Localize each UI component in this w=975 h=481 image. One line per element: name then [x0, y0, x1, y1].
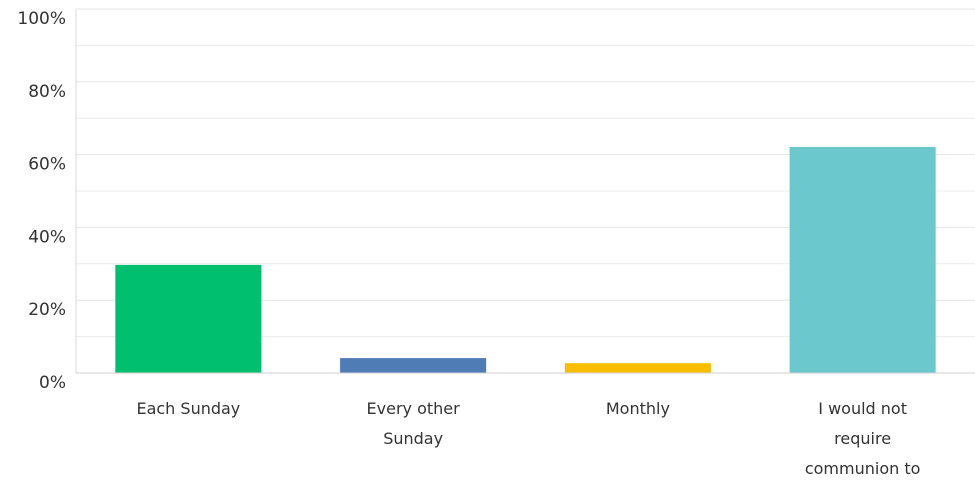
- y-tick-label: 0%: [39, 373, 66, 393]
- x-tick-label: Every other Sunday: [367, 399, 461, 448]
- bar: [340, 358, 487, 373]
- bar: [115, 264, 262, 373]
- x-tick-label: Each Sunday: [136, 399, 240, 418]
- bar: [789, 146, 936, 373]
- y-tick-label: 60%: [28, 155, 66, 175]
- y-tick-label: 40%: [28, 227, 66, 247]
- x-tick-label: I would not require communion to: [805, 399, 921, 478]
- x-tick-label: Monthly: [606, 399, 670, 418]
- y-tick-label: 20%: [28, 300, 66, 320]
- y-tick-label: 80%: [28, 82, 66, 102]
- bar: [564, 363, 711, 373]
- y-tick-label: 100%: [17, 9, 66, 29]
